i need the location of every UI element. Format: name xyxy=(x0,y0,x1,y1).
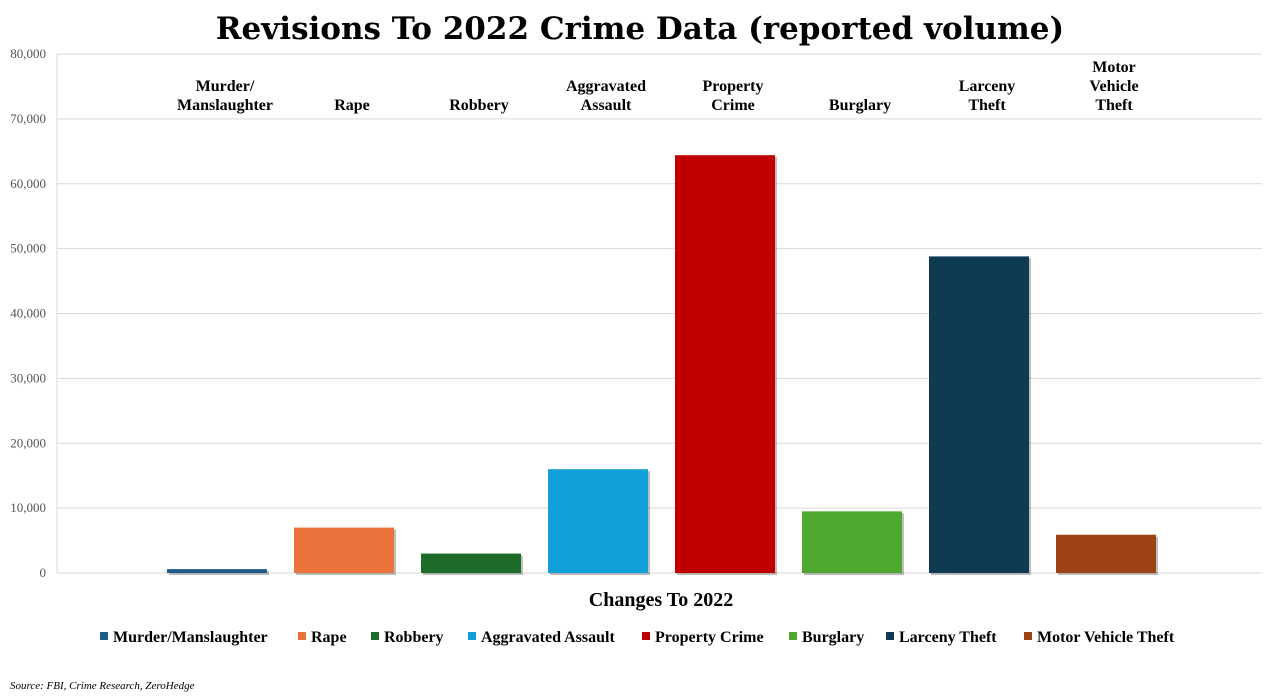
legend-entry: Larceny Theft xyxy=(899,629,997,646)
legend-entry: Murder/Manslaughter xyxy=(113,629,268,646)
y-tick-label: 10,000 xyxy=(10,500,46,515)
bar-larceny-theft xyxy=(929,256,1029,573)
legend-swatch xyxy=(371,632,379,640)
y-tick-label: 0 xyxy=(40,565,47,580)
legend-entry: Aggravated Assault xyxy=(481,629,615,646)
category-label: Murder/Manslaughter xyxy=(177,78,273,114)
y-tick-label: 50,000 xyxy=(10,241,46,256)
legend-swatch xyxy=(1024,632,1032,640)
category-label: Burglary xyxy=(829,97,891,114)
gridlines xyxy=(56,53,1262,574)
legend-swatch xyxy=(100,632,108,640)
legend-swatch xyxy=(468,632,476,640)
category-label: Aggravated Assault xyxy=(566,78,646,114)
bar-robbery xyxy=(421,553,521,573)
legend-swatch xyxy=(886,632,894,640)
category-label-line: Assault xyxy=(581,97,632,114)
y-tick-label: 30,000 xyxy=(10,370,46,385)
bars xyxy=(167,155,1158,575)
legend-swatch xyxy=(642,632,650,640)
category-label-line: Aggravated xyxy=(566,78,646,95)
category-label-line: Motor xyxy=(1092,59,1136,76)
category-label: Property Crime xyxy=(702,78,763,114)
category-label-line: Theft xyxy=(968,97,1006,114)
y-tick-label: 80,000 xyxy=(10,46,46,61)
category-label: Motor Vehicle Theft xyxy=(1089,59,1138,114)
category-label-line: Robbery xyxy=(449,97,509,114)
legend-entry: Property Crime xyxy=(655,629,764,646)
bar-property-crime xyxy=(675,155,775,573)
legend-entry: Robbery xyxy=(384,629,444,646)
bar-shadow xyxy=(169,571,269,575)
bar-murder-manslaughter xyxy=(167,569,267,573)
legend: Murder/Manslaughter Rape Robbery Aggravated… xyxy=(100,629,1175,646)
category-label-line: Crime xyxy=(711,97,755,114)
category-label-line: Theft xyxy=(1095,97,1133,114)
source-note: Source: FBI, Crime Research, ZeroHedge xyxy=(10,680,195,692)
chart-title: Revisions To 2022 Crime Data (reported v… xyxy=(216,11,1064,47)
y-axis-ticks: 0 10,000 20,000 30,000 40,000 50,000 60,000 70,… xyxy=(10,46,46,580)
y-tick-label: 20,000 xyxy=(10,435,46,450)
legend-swatch xyxy=(298,632,306,640)
bar-rape xyxy=(294,527,394,573)
category-label-line: Manslaughter xyxy=(177,97,273,114)
bar-aggravated-assault xyxy=(548,469,648,573)
x-axis-label: Changes To 2022 xyxy=(589,589,734,611)
category-label-line: Property xyxy=(702,78,763,95)
category-label: Larceny Theft xyxy=(959,78,1016,114)
bar-motor-vehicle-theft xyxy=(1056,534,1156,573)
legend-entry: Motor Vehicle Theft xyxy=(1037,629,1175,646)
category-label-line: Larceny xyxy=(959,78,1016,95)
category-labels: Murder/Manslaughter Rape Robbery Aggravated… xyxy=(177,59,1139,114)
category-label-line: Murder/ xyxy=(196,78,255,95)
y-tick-label: 70,000 xyxy=(10,111,46,126)
y-tick-label: 60,000 xyxy=(10,176,46,191)
bar-burglary xyxy=(802,511,902,573)
legend-entry: Burglary xyxy=(802,629,864,646)
category-label: Robbery xyxy=(449,97,509,114)
category-label-line: Burglary xyxy=(829,97,891,114)
legend-swatch xyxy=(789,632,797,640)
category-label-line: Rape xyxy=(334,97,370,114)
y-tick-label: 40,000 xyxy=(10,306,46,321)
legend-entry: Rape xyxy=(311,629,347,646)
category-label-line: Vehicle xyxy=(1089,78,1138,95)
category-label: Rape xyxy=(334,97,370,114)
